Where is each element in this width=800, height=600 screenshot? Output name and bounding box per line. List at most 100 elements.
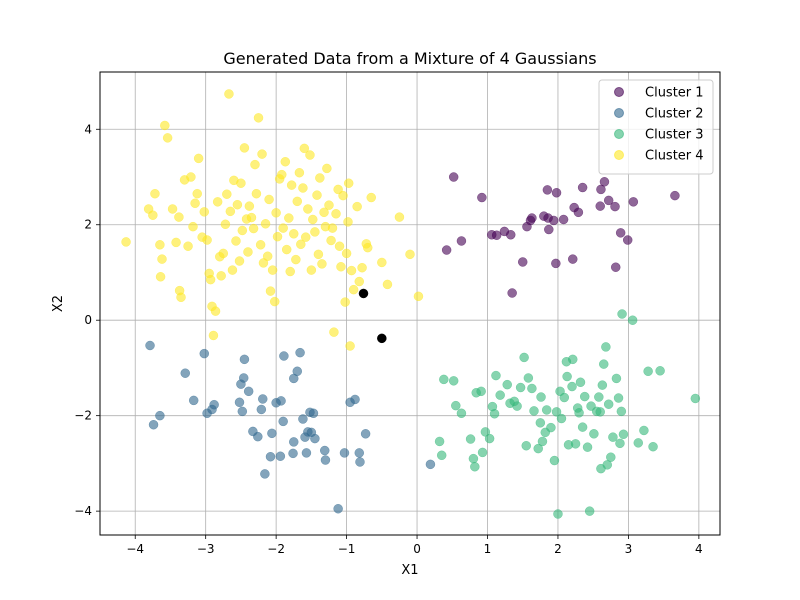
data-point bbox=[267, 265, 278, 275]
data-point bbox=[527, 213, 537, 223]
legend-marker bbox=[614, 87, 624, 97]
data-point bbox=[231, 236, 241, 246]
data-point bbox=[251, 188, 262, 199]
data-point bbox=[546, 422, 556, 433]
data-point bbox=[294, 167, 305, 178]
series-cluster-4 bbox=[121, 89, 424, 351]
data-point bbox=[199, 348, 210, 359]
data-point bbox=[627, 315, 638, 325]
data-point bbox=[292, 196, 303, 207]
data-point bbox=[145, 340, 155, 351]
data-point bbox=[174, 212, 184, 222]
data-point bbox=[224, 89, 234, 99]
data-point bbox=[336, 261, 346, 272]
data-point bbox=[549, 455, 560, 466]
data-point bbox=[298, 183, 308, 193]
data-point bbox=[377, 333, 387, 344]
data-point bbox=[234, 256, 245, 266]
data-point bbox=[333, 503, 343, 514]
data-point bbox=[208, 330, 219, 341]
data-point bbox=[232, 199, 243, 210]
data-point bbox=[340, 297, 350, 307]
data-point bbox=[176, 292, 186, 303]
data-point bbox=[517, 257, 528, 267]
legend-label: Cluster 1 bbox=[645, 86, 704, 101]
y-tick-label: 0 bbox=[84, 313, 92, 327]
data-point bbox=[276, 396, 286, 406]
data-point bbox=[239, 143, 250, 153]
data-point bbox=[324, 200, 334, 210]
data-point bbox=[264, 194, 274, 205]
data-point bbox=[491, 230, 502, 240]
data-point bbox=[227, 265, 238, 275]
data-point bbox=[448, 376, 459, 386]
data-point bbox=[236, 178, 246, 188]
data-point bbox=[183, 241, 193, 251]
data-point bbox=[310, 227, 320, 237]
data-point bbox=[622, 235, 633, 245]
data-point bbox=[603, 399, 614, 409]
data-point bbox=[601, 342, 611, 352]
data-point bbox=[425, 459, 436, 470]
data-point bbox=[584, 506, 595, 516]
data-point bbox=[655, 366, 665, 376]
data-point bbox=[523, 373, 534, 383]
data-point bbox=[296, 239, 306, 250]
legend-box bbox=[598, 79, 714, 175]
series-cluster-2 bbox=[145, 340, 436, 514]
data-point bbox=[413, 291, 424, 302]
data-point bbox=[253, 113, 264, 123]
data-point bbox=[521, 440, 531, 451]
data-point bbox=[574, 408, 584, 418]
data-point bbox=[568, 254, 578, 264]
data-point bbox=[285, 266, 295, 277]
data-point bbox=[348, 284, 359, 295]
legend-label: Cluster 3 bbox=[645, 128, 704, 143]
data-point bbox=[269, 296, 280, 307]
data-point bbox=[150, 188, 160, 199]
data-point bbox=[244, 201, 255, 211]
data-point bbox=[548, 215, 559, 226]
data-point bbox=[295, 347, 305, 358]
data-point bbox=[502, 379, 512, 390]
data-point bbox=[512, 401, 522, 411]
data-point bbox=[352, 201, 362, 212]
data-point bbox=[267, 428, 277, 439]
data-point bbox=[529, 406, 539, 416]
data-point bbox=[310, 433, 320, 444]
data-point bbox=[551, 407, 562, 417]
data-point bbox=[338, 190, 348, 201]
data-point bbox=[537, 436, 548, 447]
data-point bbox=[451, 400, 461, 411]
data-point bbox=[329, 327, 339, 337]
data-point bbox=[536, 392, 546, 402]
data-point bbox=[535, 418, 546, 428]
data-point bbox=[250, 159, 260, 170]
data-point bbox=[339, 448, 350, 458]
data-point bbox=[205, 274, 216, 285]
data-point bbox=[441, 245, 452, 255]
data-point bbox=[291, 254, 301, 265]
data-point bbox=[603, 195, 614, 206]
data-point bbox=[495, 390, 505, 400]
x-tick-label: 1 bbox=[484, 542, 492, 556]
data-point bbox=[476, 386, 486, 397]
data-point bbox=[212, 197, 223, 207]
data-point bbox=[616, 406, 627, 417]
data-point bbox=[541, 405, 552, 415]
data-point bbox=[579, 391, 590, 402]
data-point bbox=[577, 422, 588, 432]
data-point bbox=[628, 197, 639, 207]
data-point bbox=[570, 439, 581, 449]
data-point bbox=[180, 368, 190, 378]
data-point bbox=[222, 189, 232, 199]
x-tick-label: 0 bbox=[413, 542, 421, 556]
data-point bbox=[551, 258, 561, 269]
series-cluster-1 bbox=[441, 172, 680, 298]
data-point bbox=[155, 410, 165, 421]
data-point bbox=[246, 212, 257, 223]
data-point bbox=[484, 433, 495, 444]
data-point bbox=[360, 429, 371, 439]
data-point bbox=[256, 404, 267, 415]
